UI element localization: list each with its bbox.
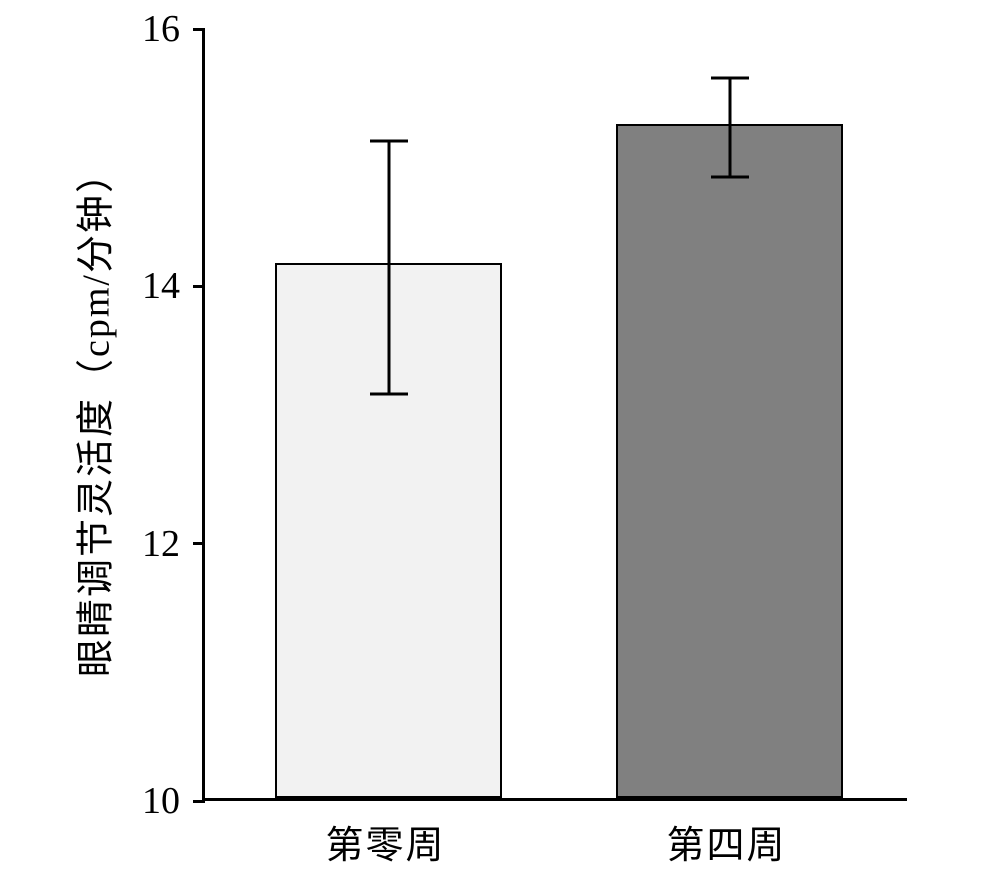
y-tick-mark (193, 28, 205, 31)
y-tick-label: 16 (142, 7, 180, 51)
y-tick-mark (193, 285, 205, 288)
y-axis-title: 眼睛调节灵活度（cpm/分钟） (65, 153, 120, 677)
error-bar-stem (387, 141, 390, 394)
error-bar-stem (728, 78, 731, 177)
x-category-label: 第四周 (666, 814, 786, 869)
y-tick-mark (193, 800, 205, 803)
plot-area (202, 29, 907, 801)
y-tick-label: 10 (142, 779, 180, 823)
error-bar-cap (370, 139, 408, 142)
bar (616, 124, 843, 798)
x-category-label: 第零周 (325, 814, 445, 869)
error-bar-cap (711, 76, 749, 79)
bar-chart: 眼睛调节灵活度（cpm/分钟） 10 12 14 16 第零周 第四周 (0, 0, 1000, 880)
y-tick-label: 12 (142, 522, 180, 566)
error-bar-cap (711, 175, 749, 178)
error-bar-cap (370, 393, 408, 396)
y-tick-mark (193, 542, 205, 545)
y-tick-label: 14 (142, 264, 180, 308)
